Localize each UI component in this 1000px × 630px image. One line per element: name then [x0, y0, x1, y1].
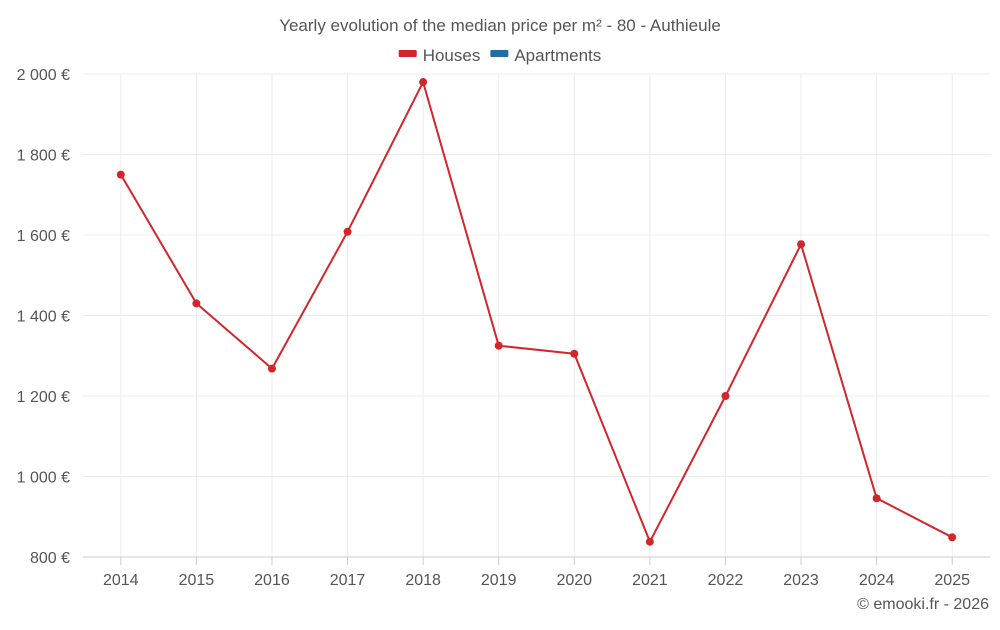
- x-tick-label: 2016: [254, 572, 290, 589]
- x-tick-label: 2025: [934, 572, 970, 589]
- data-point-houses-2019[interactable]: [494, 341, 503, 350]
- series-points: [116, 78, 957, 546]
- data-point-houses-2018[interactable]: [419, 78, 428, 87]
- x-tick-label: 2018: [405, 572, 441, 589]
- data-point-houses-2025[interactable]: [948, 533, 957, 542]
- data-point-houses-2016[interactable]: [267, 364, 276, 373]
- y-tick-label: 1 200 €: [17, 389, 70, 406]
- y-axis: 800 € 1 000 € 1 200 € 1 400 € 1 600 € 1 800 €…: [17, 67, 70, 567]
- x-tick-label: 2014: [103, 572, 139, 589]
- x-tick-label: 2017: [330, 572, 366, 589]
- x-tick-label: 2024: [859, 572, 895, 589]
- legend-swatch: [398, 50, 417, 57]
- data-point-houses-2021[interactable]: [645, 537, 654, 546]
- y-tick-label: 1 400 €: [17, 309, 70, 326]
- x-tick-label: 2022: [708, 572, 744, 589]
- x-tick-label: 2020: [556, 572, 592, 589]
- x-tick-label: 2019: [481, 572, 517, 589]
- chart-credit: © emooki.fr - 2026: [857, 596, 989, 613]
- x-tick-label: 2015: [179, 572, 215, 589]
- y-tick-label: 1 600 €: [17, 228, 70, 245]
- legend-label: Houses: [423, 46, 481, 65]
- y-tick-label: 1 000 €: [17, 470, 70, 487]
- y-tick-label: 1 800 €: [17, 148, 70, 165]
- legend-item-houses[interactable]: Houses: [398, 46, 481, 65]
- data-point-houses-2015[interactable]: [192, 299, 201, 308]
- y-tick-label: 2 000 €: [17, 67, 70, 84]
- legend-swatch: [490, 50, 509, 57]
- grid: [83, 73, 990, 558]
- series-line-houses: [119, 81, 953, 543]
- data-point-houses-2022[interactable]: [721, 392, 730, 400]
- x-tick-label: 2021: [632, 572, 668, 589]
- chart-title: Yearly evolution of the median price per…: [279, 16, 721, 35]
- data-point-houses-2024[interactable]: [872, 494, 881, 503]
- x-axis: 2014 2015 2016 2017 2018 2019 2020 2021 2022 2023…: [83, 556, 990, 589]
- data-point-houses-2014[interactable]: [116, 170, 125, 179]
- x-tick-label: 2023: [783, 572, 819, 589]
- legend-label: Apartments: [514, 46, 601, 65]
- legend-item-apartments[interactable]: Apartments: [490, 46, 601, 65]
- data-point-houses-2017[interactable]: [343, 227, 352, 236]
- y-tick-label: 800 €: [30, 550, 70, 567]
- data-point-houses-2020[interactable]: [570, 349, 579, 358]
- data-point-houses-2023[interactable]: [797, 240, 806, 249]
- series-lines: [119, 81, 953, 543]
- legend[interactable]: Houses Apartments: [398, 46, 602, 65]
